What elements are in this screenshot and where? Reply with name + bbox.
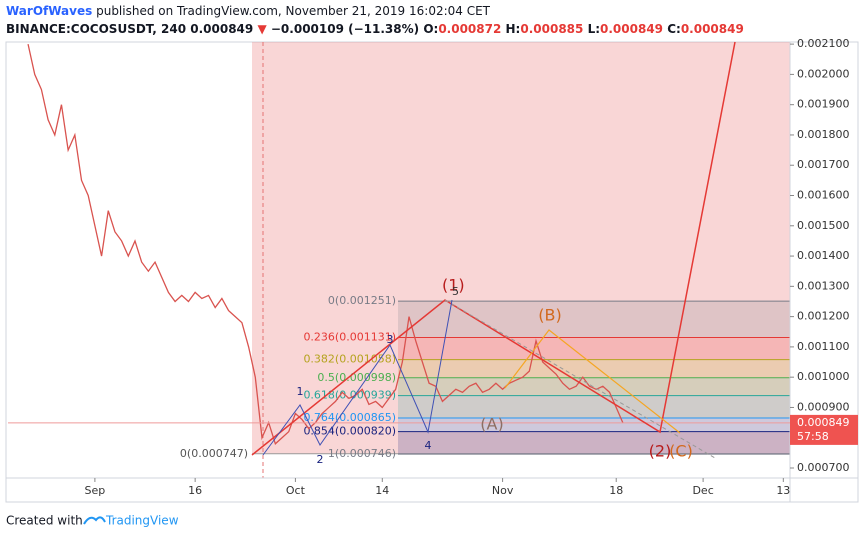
symbol: BINANCE:COCOSUSDT, 240 — [6, 22, 187, 36]
wave-label: (A) — [480, 415, 503, 434]
fib-label: 0.5(0.000998) — [317, 371, 396, 384]
fib-label: 0(0.001251) — [328, 294, 396, 307]
wave-label: 4 — [425, 439, 432, 452]
logo — [83, 516, 106, 525]
y-tick-label: 0.000900 — [797, 400, 850, 413]
y-tick-label: 0.002000 — [797, 67, 850, 80]
range-box — [252, 42, 790, 454]
wave-line-abc — [504, 329, 681, 434]
wave-label: (1) — [442, 276, 465, 295]
symbol-line: BINANCE:COCOSUSDT, 240 0.000849 ▼ −0.000… — [6, 22, 744, 36]
last: 0.000849 — [190, 22, 254, 36]
wave-label: 2 — [317, 453, 324, 466]
countdown: 57:58 — [797, 430, 829, 443]
ohlc-value: 0.000872 — [438, 22, 502, 36]
fib-label: 0.382(0.001058) — [303, 353, 396, 366]
fib-label: 0.236(0.001131) — [303, 331, 396, 344]
author: WarOfWaves — [6, 4, 93, 18]
x-tick-label: 18 — [609, 484, 623, 497]
y-tick-label: 0.001000 — [797, 370, 850, 383]
ohlc-value: 0.000849 — [680, 22, 744, 36]
ohlc-value: 0.000849 — [600, 22, 664, 36]
fib-band — [398, 431, 790, 455]
trend-dash — [444, 299, 716, 459]
current-price-label: 0.000849 — [797, 416, 850, 429]
subwave-line — [262, 299, 453, 456]
y-tick-label: 0.000700 — [797, 461, 850, 474]
fib-band — [398, 359, 790, 378]
ohlc-label: L: — [587, 22, 601, 36]
fib-band — [398, 301, 790, 338]
change: −0.000109 (−11.38%) — [270, 22, 420, 36]
x-tick-label: Dec — [692, 484, 713, 497]
fib-label: 0.618(0.000939) — [303, 389, 396, 402]
y-tick-label: 0.001800 — [797, 128, 850, 141]
price-line — [27, 43, 624, 445]
fib-label: 0.764(0.000865) — [303, 411, 396, 424]
fib-label: 1(0.000746) — [328, 447, 396, 460]
fib-label: 0.854(0.000820) — [303, 425, 396, 438]
y-tick-label: 0.001400 — [797, 249, 850, 262]
footer-brand: TradingView — [105, 514, 179, 528]
fib-band — [398, 377, 790, 396]
box-low-label: 0(0.000747) — [180, 447, 248, 460]
published: published on TradingView.com, November 2… — [96, 4, 491, 18]
x-tick-label: 16 — [188, 484, 202, 497]
ohlc-value: 0.000885 — [520, 22, 584, 36]
header-line: WarOfWaves published on TradingView.com,… — [6, 4, 490, 18]
ohlc-label: C: — [667, 22, 681, 36]
x-tick-label: 13 — [776, 484, 790, 497]
wave-label: 5 — [452, 285, 459, 298]
x-tick-label: Sep — [85, 484, 106, 497]
y-tick-label: 0.001700 — [797, 158, 850, 171]
ohlc-label: H: — [505, 22, 521, 36]
footer-prefix: Created with — [6, 514, 83, 528]
y-tick-label: 0.001600 — [797, 189, 850, 202]
wave-label: 3 — [387, 333, 394, 346]
current-price-box — [790, 414, 858, 445]
ohlc: O:0.000872 H:0.000885 L:0.000849 C:0.000… — [423, 22, 744, 36]
y-tick-label: 0.001500 — [797, 219, 850, 232]
y-tick-label: 0.001900 — [797, 98, 850, 111]
x-tick-label: Oct — [286, 484, 306, 497]
wave-label: (C) — [669, 442, 693, 461]
fib-band — [398, 395, 790, 419]
ohlc-label: O: — [423, 22, 439, 36]
wave-line — [251, 41, 736, 456]
frame — [5, 41, 859, 503]
fib-band — [398, 337, 790, 360]
x-tick-label: Nov — [492, 484, 514, 497]
fib-band — [398, 418, 790, 432]
wave-label: 1 — [297, 385, 304, 398]
x-tick-label: 14 — [375, 484, 389, 497]
y-tick-label: 0.002100 — [797, 37, 850, 50]
y-tick-label: 0.001100 — [797, 340, 850, 353]
y-tick-label: 0.001300 — [797, 279, 850, 292]
wave-label: (B) — [538, 306, 561, 325]
y-tick-label: 0.001200 — [797, 310, 850, 323]
wave-label: (2) — [649, 442, 672, 461]
